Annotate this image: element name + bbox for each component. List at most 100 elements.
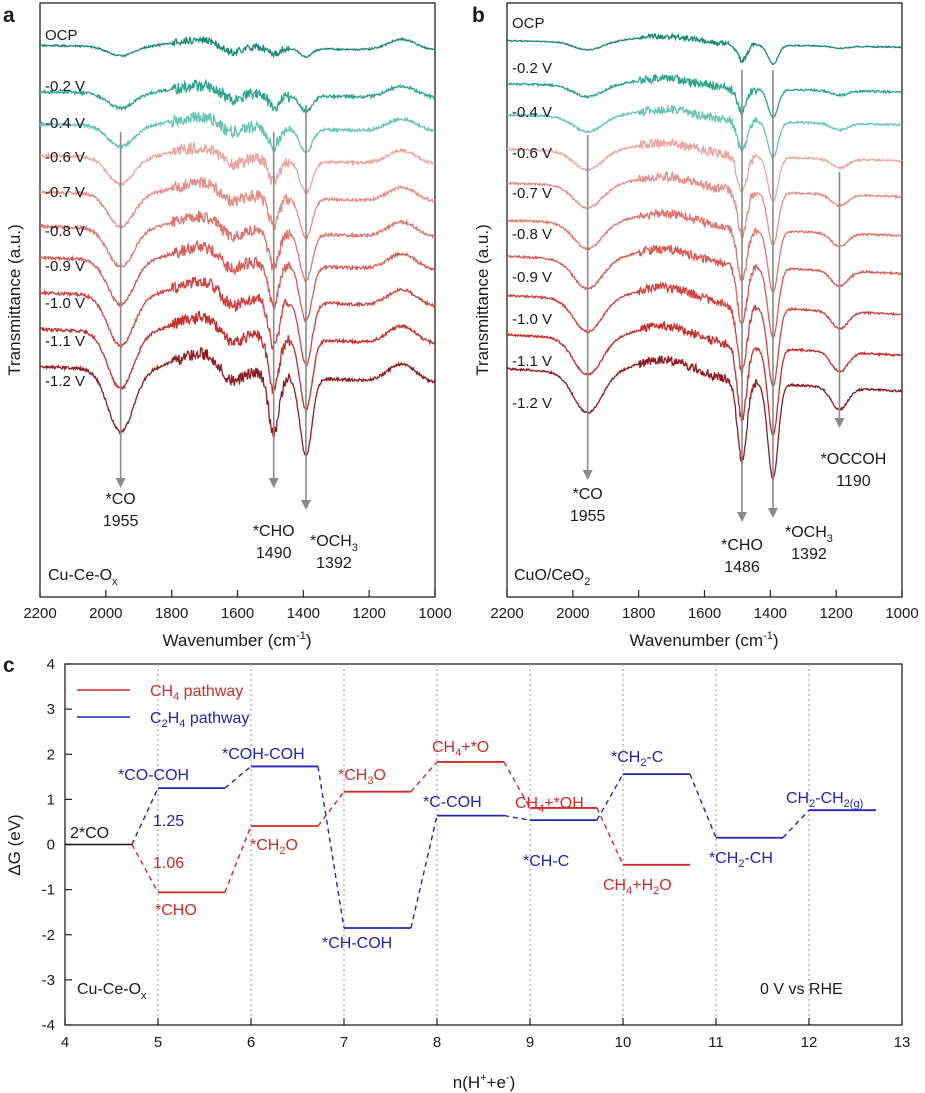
potential-label-1p0-v: -1.0 V bbox=[45, 295, 85, 312]
panel-a-x-ticks: 2200 2000 1800 1600 1400 1200 1000 bbox=[23, 590, 452, 622]
spectrum-0p9-v bbox=[506, 244, 903, 339]
label-ch2-ch2g: CH2-CH2(g) bbox=[786, 790, 863, 810]
potential-label-0p6-v: -0.6 V bbox=[45, 149, 85, 166]
potential-label-0p4-v: -0.4 V bbox=[512, 104, 552, 121]
potential-label-0p9-v: -0.9 V bbox=[45, 258, 85, 275]
x-tick-label-8: 8 bbox=[433, 1034, 441, 1051]
peak-label-co: *CO bbox=[573, 486, 603, 503]
y-tick-label-1: -1 bbox=[42, 882, 55, 899]
potential-label-0p8-v: -0.8 V bbox=[45, 223, 85, 240]
x-tick-label-2000: 2000 bbox=[556, 605, 589, 622]
spectrum-0p4-v bbox=[39, 111, 436, 155]
peak-arrowhead-co bbox=[582, 470, 593, 480]
c2h4-connector-8 bbox=[410, 815, 438, 929]
potential-label-1p0-v: -1.0 V bbox=[512, 311, 552, 328]
spectrum-1p2-v bbox=[39, 346, 436, 457]
x-tick-label-13: 13 bbox=[894, 1034, 911, 1051]
c2h4-connector-11 bbox=[689, 773, 717, 838]
peak-arrowhead-co bbox=[115, 478, 126, 488]
panel-b-sample-label: CuO/CeO2 bbox=[514, 567, 590, 588]
peak-label-co: *CO bbox=[106, 491, 136, 508]
spectrum-1p1-v bbox=[39, 310, 436, 412]
ch4-connector-6 bbox=[224, 825, 252, 893]
c2h4-connector-5 bbox=[131, 787, 159, 845]
y-tick-label-3: 3 bbox=[47, 701, 55, 718]
x-tick-label-2200: 2200 bbox=[490, 605, 523, 622]
x-tick-label-1800: 1800 bbox=[155, 605, 188, 622]
x-tick-label-1400: 1400 bbox=[287, 605, 320, 622]
spectrum-1p1-v bbox=[506, 320, 903, 437]
potential-label-0p8-v: -0.8 V bbox=[512, 226, 552, 243]
legend-ch4-label: CH4 pathway bbox=[150, 683, 243, 703]
label-2co: 2*CO bbox=[70, 825, 109, 842]
x-tick-label-2200: 2200 bbox=[23, 605, 56, 622]
peak-value-1955: 1955 bbox=[103, 513, 139, 530]
y-tick-label-4: -4 bbox=[42, 1017, 55, 1034]
potential-label-1p1-v: -1.1 V bbox=[512, 353, 552, 370]
potential-label-0p9-v: -0.9 V bbox=[512, 269, 552, 286]
panel-a-y-axis-label: Transmittance (a.u.) bbox=[5, 224, 24, 375]
x-tick-label-11: 11 bbox=[708, 1034, 724, 1051]
c2h4-connector-12 bbox=[782, 809, 810, 839]
spectrum-0p9-v bbox=[39, 239, 436, 323]
x-tick-label-1400: 1400 bbox=[754, 605, 787, 622]
potential-label-ocp: OCP bbox=[512, 15, 545, 32]
peak-value-1486: 1486 bbox=[724, 559, 760, 576]
x-tick-label-12: 12 bbox=[801, 1034, 818, 1051]
label-ch4-o: CH4+*O bbox=[432, 739, 489, 759]
panel-c-gridlines bbox=[157, 664, 810, 1025]
panel-c-y-axis-label: ΔG (eV) bbox=[5, 814, 24, 875]
y-tick-label-4: 4 bbox=[47, 656, 55, 673]
ch4-connector-5 bbox=[131, 844, 159, 893]
panel-b-spectra bbox=[506, 31, 903, 482]
x-tick-label-7: 7 bbox=[340, 1034, 348, 1051]
spectrum-0p2-v bbox=[39, 78, 436, 114]
potential-label-1p1-v: -1.1 V bbox=[45, 333, 85, 350]
panel-a-potential-labels: OCP -0.2 V -0.4 V -0.6 V -0.7 V -0.8 V -0.9 V -… bbox=[45, 27, 85, 390]
panel-c-x-axis-label: n(H++e-) bbox=[453, 1072, 516, 1092]
spectrum-0p7-v bbox=[39, 176, 436, 240]
potential-label-0p7-v: -0.7 V bbox=[512, 185, 552, 202]
label-ch2-c: *CH2-C bbox=[611, 749, 663, 769]
panel-a-letter: a bbox=[3, 4, 15, 27]
label-ch4-oh: CH4+*OH bbox=[515, 795, 584, 815]
spectrum-0p8-v bbox=[39, 211, 436, 283]
panel-b-x-ticks: 2200 2000 1800 1600 1400 1200 1000 bbox=[490, 590, 919, 622]
peak-arrowhead-cho bbox=[268, 478, 279, 488]
panel-c-sample-label: Cu-Ce-Ox bbox=[77, 981, 147, 1002]
peak-arrowhead-och bbox=[767, 508, 778, 518]
peak-label-och: *OCH3 bbox=[310, 533, 358, 554]
x-tick-label-1000: 1000 bbox=[418, 605, 451, 622]
peak-label-occoh: *OCCOH bbox=[821, 451, 887, 468]
label-coh-coh: *COH-COH bbox=[222, 746, 305, 763]
spectrum-ocp bbox=[39, 35, 436, 59]
panel-c-energy-pathways bbox=[65, 761, 876, 929]
peak-value-1955: 1955 bbox=[570, 508, 606, 525]
label-ch3o: *CH3O bbox=[338, 767, 386, 787]
label-ch4-h2o: CH4+H2O bbox=[603, 877, 672, 897]
potential-label-0p2-v: -0.2 V bbox=[45, 78, 85, 95]
x-tick-label-6: 6 bbox=[247, 1034, 255, 1051]
label-value-1-06: 1.06 bbox=[153, 855, 184, 872]
peak-label-och: *OCH3 bbox=[785, 524, 833, 545]
label-co-coh: *CO-COH bbox=[118, 767, 189, 784]
x-tick-label-1000: 1000 bbox=[885, 605, 918, 622]
panel-a-spectra bbox=[39, 35, 436, 457]
x-tick-label-10: 10 bbox=[615, 1034, 632, 1051]
spectrum-1p0-v bbox=[39, 276, 436, 367]
panel-a-x-axis-label: Wavenumber (cm-1) bbox=[163, 630, 312, 650]
panel-b-potential-labels: OCP -0.2 V -0.4 V -0.6 V -0.7 V -0.8 V -0.9 V -… bbox=[512, 15, 552, 412]
spectrum-1p2-v bbox=[506, 355, 903, 482]
ch4-connector-7 bbox=[317, 791, 345, 827]
potential-label-0p2-v: -0.2 V bbox=[512, 60, 552, 77]
x-tick-label-2000: 2000 bbox=[89, 605, 122, 622]
panel-b-x-axis-label: Wavenumber (cm-1) bbox=[630, 630, 779, 650]
potential-label-ocp: OCP bbox=[45, 27, 78, 44]
spectrum-0p6-v bbox=[506, 137, 903, 202]
panel-b-letter: b bbox=[472, 4, 485, 27]
x-tick-label-1600: 1600 bbox=[688, 605, 721, 622]
